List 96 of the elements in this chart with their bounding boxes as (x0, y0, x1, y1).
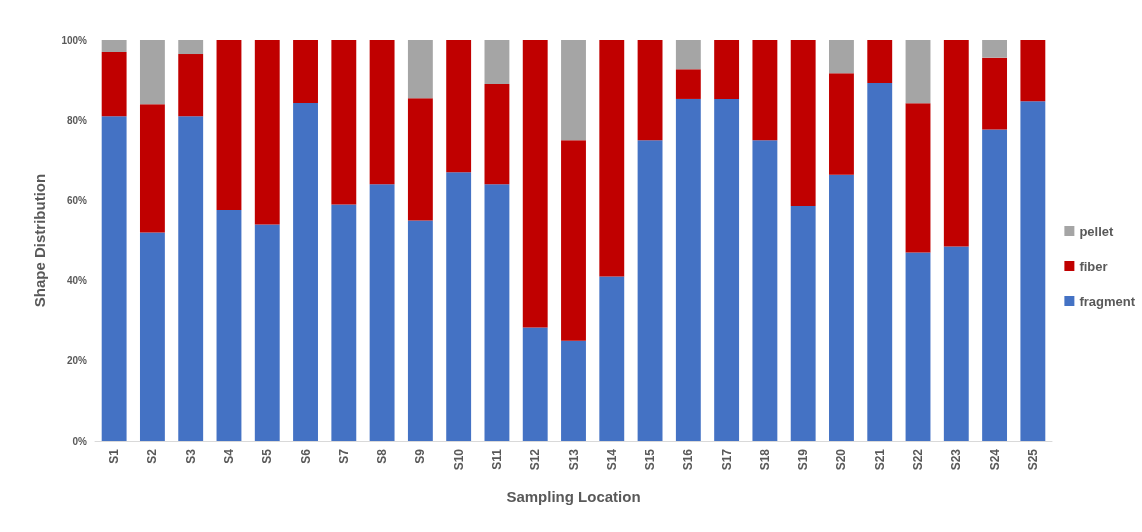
x-axis-title: Sampling Location (506, 488, 641, 505)
bar (254, 40, 280, 225)
y-tick-label: 20% (66, 355, 88, 367)
bar (561, 40, 586, 141)
x-tick-label: S25 (1025, 448, 1040, 471)
bar (139, 232, 165, 441)
x-tick-label: S7 (336, 448, 351, 464)
x-tick-label: S18 (757, 448, 772, 471)
legend-label: fiber (1079, 258, 1108, 274)
x-tick-label: S24 (987, 448, 1002, 471)
x-tick-label: S1 (107, 448, 122, 464)
bar (484, 184, 510, 441)
bar (867, 40, 893, 83)
bar (943, 246, 969, 441)
bar (829, 73, 854, 175)
x-tick-label: S13 (566, 448, 581, 471)
x-tick-label: S22 (911, 448, 926, 471)
bar (446, 172, 472, 441)
bar (829, 40, 854, 74)
x-tick-label: S16 (681, 448, 696, 471)
y-axis-title: Shape Distribution (31, 173, 48, 308)
bar (561, 140, 586, 341)
legend-label: pellet (1079, 223, 1115, 239)
bar (943, 40, 969, 247)
bar (178, 54, 204, 117)
x-tick-label: S9 (413, 448, 428, 464)
y-tick-label: 0% (72, 435, 88, 447)
x-tick-label: S15 (643, 448, 658, 471)
bar (982, 129, 1008, 441)
bar (905, 103, 931, 253)
x-tick-label: S8 (375, 448, 390, 464)
bar (101, 116, 127, 441)
bar (407, 98, 433, 221)
y-tick-label: 80% (66, 114, 88, 126)
bar (407, 220, 433, 441)
bar (216, 40, 242, 211)
bar (675, 40, 701, 70)
bar (790, 206, 816, 441)
bar (101, 52, 127, 117)
x-tick-label: S23 (949, 448, 964, 471)
bar (867, 82, 893, 441)
bar (293, 102, 318, 441)
y-tick-label: 100% (61, 34, 88, 46)
bar (714, 40, 740, 99)
x-tick-label: S12 (528, 448, 543, 471)
bar (905, 40, 931, 104)
x-tick-label: S3 (183, 448, 198, 464)
bar (982, 40, 1008, 58)
x-tick-label: S5 (260, 448, 275, 464)
x-tick-label: S2 (145, 448, 160, 464)
bar (637, 140, 663, 441)
bar (714, 98, 740, 441)
bar (216, 210, 242, 441)
bar (561, 340, 586, 441)
bar (101, 40, 127, 53)
x-tick-label: S17 (719, 448, 734, 471)
bar (178, 40, 204, 55)
bar (446, 40, 472, 173)
x-tick-label: S4 (221, 448, 236, 464)
bar (905, 252, 931, 441)
bar (522, 327, 548, 441)
bar (790, 40, 816, 207)
x-tick-label: S19 (796, 448, 811, 471)
bar (675, 69, 701, 99)
x-tick-label: S14 (604, 448, 619, 471)
x-tick-label: S20 (834, 448, 849, 471)
bar (369, 184, 395, 441)
bar (829, 174, 854, 441)
bar (293, 40, 318, 103)
bar (254, 224, 280, 441)
bar (1020, 101, 1046, 441)
x-tick-label: S10 (451, 448, 466, 471)
bar (484, 40, 510, 85)
bar (369, 40, 395, 185)
bar (484, 84, 510, 185)
bar (637, 40, 663, 141)
bar (407, 40, 433, 99)
bar (522, 40, 548, 328)
x-tick-label: S21 (872, 448, 887, 471)
bar (752, 40, 778, 141)
x-tick-label: S6 (298, 448, 313, 464)
legend-label: fragment (1079, 293, 1136, 309)
y-tick-label: 40% (66, 275, 88, 287)
bar (331, 40, 357, 205)
bar (599, 276, 625, 441)
bar (675, 98, 701, 441)
bar (982, 57, 1008, 130)
y-tick-label: 60% (66, 194, 88, 206)
bar (1020, 40, 1046, 102)
bar (139, 104, 165, 233)
bar (178, 116, 204, 441)
x-tick-label: S11 (489, 448, 504, 470)
bar (139, 40, 165, 105)
bar (752, 140, 778, 441)
bar (599, 40, 625, 277)
bar (331, 204, 357, 441)
